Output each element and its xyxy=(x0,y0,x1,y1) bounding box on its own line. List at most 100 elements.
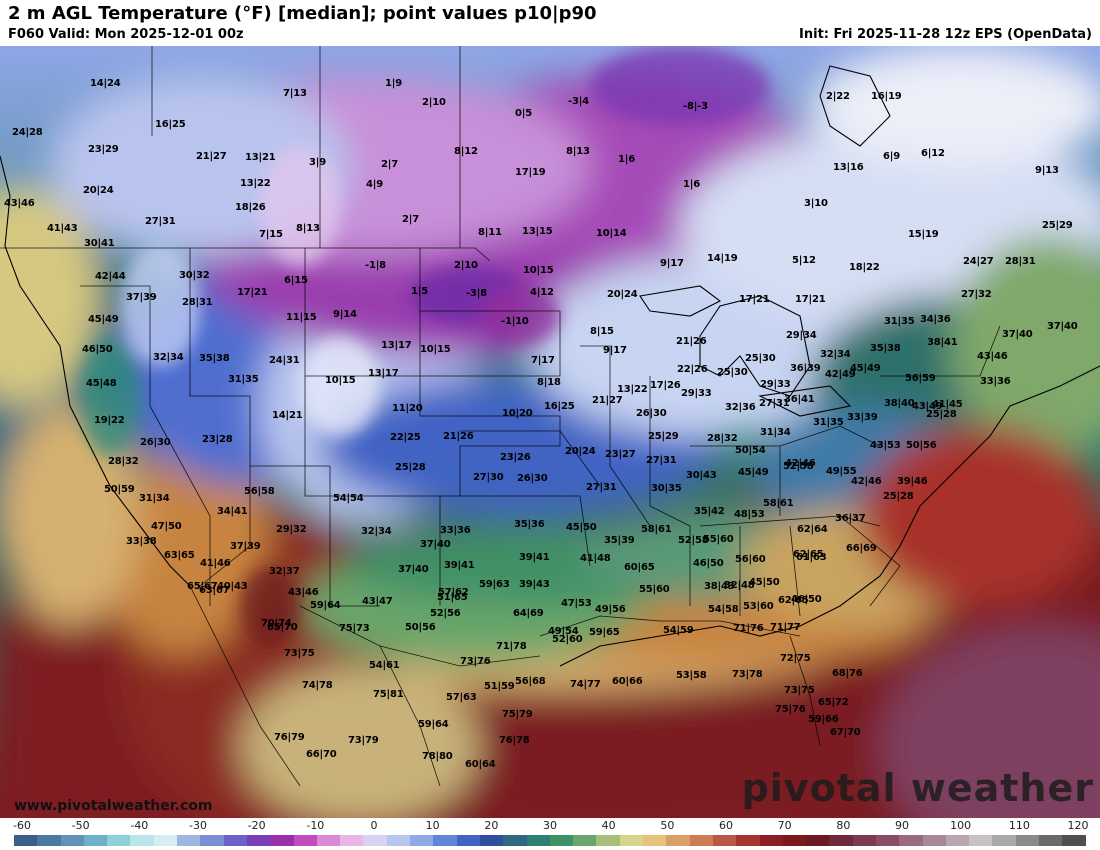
point-value-label: 39|43 xyxy=(519,579,550,590)
point-value-label: 39|41 xyxy=(444,560,475,571)
point-value-label: 55|60 xyxy=(639,584,670,595)
point-value-label: 65|72 xyxy=(818,697,849,708)
colorbar-swatch xyxy=(177,835,201,846)
point-value-label: 16|25 xyxy=(544,401,575,412)
point-value-label: 8|18 xyxy=(537,377,561,388)
point-value-label: 34|41 xyxy=(217,506,248,517)
point-value-label: 30|41 xyxy=(84,238,115,249)
point-value-label: 34|36 xyxy=(920,314,951,325)
point-value-label: 75|81 xyxy=(373,689,404,700)
point-value-label: 68|76 xyxy=(832,668,863,679)
point-value-label: 63|67 xyxy=(199,585,230,596)
point-value-label: 6|15 xyxy=(284,275,308,286)
point-value-label: 37|39 xyxy=(126,292,157,303)
colorbar-swatch xyxy=(316,835,341,846)
point-value-label: 29|34 xyxy=(786,330,817,341)
point-value-label: 22|26 xyxy=(677,364,708,375)
point-value-label: 59|64 xyxy=(418,719,449,730)
colorbar-swatch xyxy=(107,835,131,846)
colorbar-swatch xyxy=(503,835,527,846)
point-value-label: 35|38 xyxy=(199,353,230,364)
point-value-label: 26|30 xyxy=(517,473,548,484)
point-value-label: 1|5 xyxy=(411,286,428,297)
point-value-label: 13|22 xyxy=(240,178,271,189)
colorbar-swatch xyxy=(969,835,993,846)
point-value-label: 71|77 xyxy=(770,622,801,633)
point-value-label: 18|26 xyxy=(235,202,266,213)
point-value-label: 38|41 xyxy=(927,337,958,348)
point-value-label: 21|26 xyxy=(676,336,707,347)
point-value-label: 41|45 xyxy=(932,399,963,410)
point-value-label: 35|38 xyxy=(870,343,901,354)
point-value-label: 23|27 xyxy=(605,449,636,460)
point-value-label: 5|12 xyxy=(792,255,816,266)
colorbar-tick-label: 70 xyxy=(777,819,792,832)
point-value-label: 60|66 xyxy=(612,676,643,687)
point-value-label: 35|42 xyxy=(694,506,725,517)
point-value-label: 0|5 xyxy=(515,108,532,119)
point-value-label: 35|39 xyxy=(604,535,635,546)
point-value-label: 42|46 xyxy=(851,476,882,487)
temperature-map[interactable]: 14|24 7|13 1|9 2|10 0|5 -3|4 -8|-3 24|28 16|25 21… xyxy=(0,46,1100,818)
point-value-label: 32|34 xyxy=(820,349,851,360)
point-value-label: 59|63 xyxy=(479,579,510,590)
point-value-label: 56|60 xyxy=(735,554,766,565)
point-value-label: 10|14 xyxy=(596,228,627,239)
point-value-label: 71|76 xyxy=(733,623,764,634)
point-value-label: 35|36 xyxy=(514,519,545,530)
point-value-label: 24|27 xyxy=(963,256,994,267)
point-value-label: 54|59 xyxy=(663,625,694,636)
point-value-label: 13|17 xyxy=(368,368,399,379)
colorbar-swatch xyxy=(456,835,480,846)
point-value-label: 41|43 xyxy=(47,223,78,234)
point-value-label: 13|17 xyxy=(381,340,412,351)
point-value-label: 76|79 xyxy=(274,732,305,743)
point-value-label: 27|31 xyxy=(586,482,617,493)
point-value-label: 45|49 xyxy=(850,363,881,374)
point-value-label: 75|76 xyxy=(775,704,806,715)
point-value-label: 37|40 xyxy=(1047,321,1078,332)
colorbar-tick-label: 60 xyxy=(719,819,733,832)
point-value-label: 10|15 xyxy=(420,344,451,355)
colorbar-swatch xyxy=(596,835,620,846)
point-value-label: 36|41 xyxy=(784,394,815,405)
point-value-label: 66|69 xyxy=(846,543,877,554)
colorbar-swatch xyxy=(1039,835,1063,846)
website-link[interactable]: www.pivotalweather.com xyxy=(14,798,213,814)
point-value-label: 58|61 xyxy=(763,498,794,509)
point-value-label: 46|50 xyxy=(82,344,113,355)
point-value-label: 52|60 xyxy=(552,634,583,645)
point-value-label: 56|68 xyxy=(515,676,546,687)
colorbar-tick-label: 20 xyxy=(484,819,499,832)
colorbar-tick-label: -10 xyxy=(306,819,325,832)
colorbar-swatch xyxy=(340,835,364,846)
point-value-label: 75|73 xyxy=(339,623,370,634)
colorbar-swatch xyxy=(782,835,807,846)
colorbar-swatch xyxy=(200,835,224,846)
colorbar-swatch xyxy=(83,835,108,846)
colorbar-swatch xyxy=(899,835,923,846)
point-value-label: 37|40 xyxy=(420,539,451,550)
point-value-label: 45|50 xyxy=(566,522,597,533)
colorbar-tick-label: 30 xyxy=(543,819,557,832)
point-value-label: 27|31 xyxy=(646,455,677,466)
point-value-label: 10|20 xyxy=(502,408,533,419)
point-value-label: 37|40 xyxy=(1002,329,1033,340)
point-value-label: 20|24 xyxy=(607,289,638,300)
point-value-label: 23|29 xyxy=(88,144,119,155)
point-value-label: 37|39 xyxy=(230,541,261,552)
point-value-label: 45|49 xyxy=(738,467,769,478)
point-value-label: 51|59 xyxy=(484,681,515,692)
point-value-label: 41|46 xyxy=(200,558,231,569)
colorbar-swatch xyxy=(666,835,690,846)
point-value-label: 31|35 xyxy=(228,374,259,385)
valid-time: F060 Valid: Mon 2025-12-01 00z xyxy=(8,27,244,42)
point-value-label: 67|70 xyxy=(830,727,861,738)
colorbar-swatch xyxy=(806,835,830,846)
point-value-label: 11|15 xyxy=(286,312,317,323)
point-value-label: 19|22 xyxy=(94,415,125,426)
point-value-label: 6|12 xyxy=(921,148,945,159)
point-value-label: 46|50 xyxy=(693,558,724,569)
point-value-label: 9|17 xyxy=(603,345,627,356)
point-value-label: 24|31 xyxy=(269,355,300,366)
